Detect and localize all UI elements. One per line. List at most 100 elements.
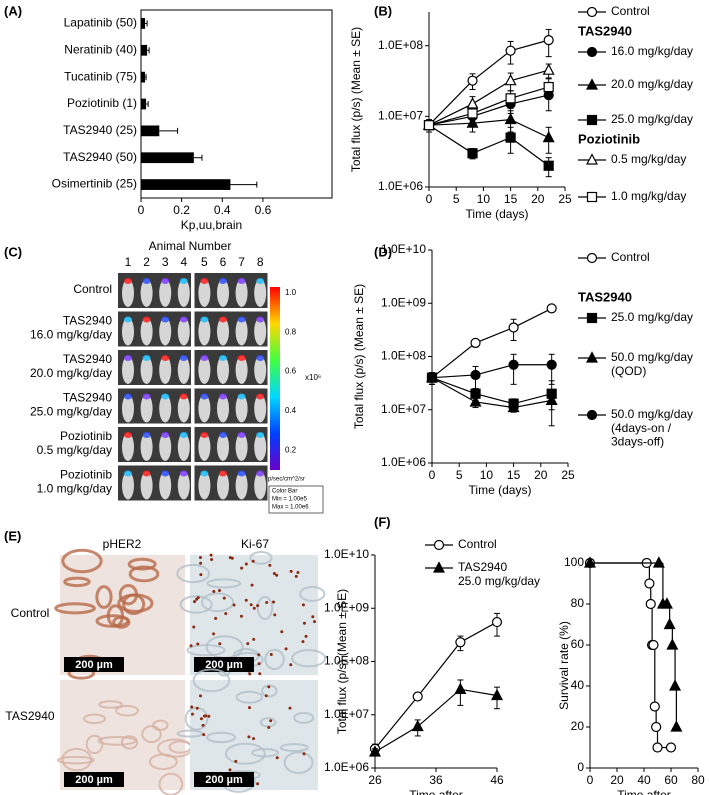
line	[428, 124, 550, 167]
stain-dot	[196, 642, 200, 646]
mouse	[198, 356, 211, 384]
stain-dot	[302, 621, 306, 625]
signal	[179, 432, 188, 438]
marker	[508, 322, 519, 333]
stain-dot	[222, 596, 226, 600]
tissue	[176, 729, 204, 738]
legend-group: TAS2940	[578, 289, 632, 304]
colorbar-tick-label: 0.6	[285, 367, 297, 376]
error-bar	[193, 154, 203, 161]
line	[374, 621, 498, 750]
signal	[237, 432, 246, 438]
marker	[469, 395, 482, 407]
panel-label: (C)	[4, 244, 22, 259]
legend-label: 25.0 mg/kg/day	[611, 310, 693, 324]
stain-dot	[190, 712, 194, 716]
legend-label: 1.0 mg/kg/day	[611, 189, 686, 203]
mouse	[235, 317, 248, 346]
x-tick-label: 10	[480, 468, 494, 482]
y-tick-label: 60	[571, 637, 585, 651]
legend-label: 16.0 mg/kg/day	[611, 44, 693, 58]
tissue	[148, 753, 178, 770]
stain-dot	[212, 589, 216, 593]
tissue	[54, 602, 96, 615]
stain-dot	[193, 600, 197, 604]
marker	[651, 721, 662, 733]
marker	[652, 556, 665, 568]
stain-dot	[296, 570, 300, 574]
marker	[586, 153, 598, 165]
tissue	[206, 731, 237, 744]
mouse	[254, 471, 267, 500]
scale-bar-bg	[64, 772, 124, 787]
mouse	[159, 317, 172, 346]
marker	[546, 303, 557, 314]
signal	[200, 432, 209, 438]
signal	[200, 470, 209, 477]
bar	[141, 44, 148, 56]
marker	[466, 116, 479, 128]
tissue	[279, 743, 309, 752]
mouse	[159, 433, 172, 461]
mouse	[159, 356, 172, 384]
animal-number: 2	[143, 255, 150, 269]
stain-dot	[234, 759, 238, 763]
x-axis-label: Kp,uu,brain	[181, 218, 242, 232]
histology-image	[60, 680, 185, 790]
mouse	[177, 317, 190, 346]
y-tick-label: TAS2940 (50)	[63, 150, 137, 164]
stain-dot	[304, 634, 308, 638]
tissue	[186, 644, 226, 657]
x-tick-label: 0.6	[255, 203, 272, 217]
y-axis-label: Survival rate (%)	[557, 621, 571, 710]
marker	[467, 148, 478, 159]
c-header: Animal Number	[149, 239, 232, 253]
marker	[586, 409, 598, 421]
marker	[586, 46, 598, 58]
signal	[256, 355, 265, 361]
marker	[648, 639, 659, 651]
stain-dot	[257, 653, 261, 657]
line	[428, 94, 549, 126]
colorbar	[270, 287, 280, 470]
y-tick-label: 1.0E+10	[381, 242, 426, 256]
mouse	[122, 471, 134, 500]
stain-dot	[224, 612, 228, 616]
tissue	[224, 742, 266, 765]
stain-dot	[248, 706, 252, 710]
mouse	[217, 433, 229, 461]
marker	[670, 720, 683, 732]
line	[428, 39, 549, 126]
signal	[219, 355, 227, 361]
x-tick-label: 5	[456, 468, 463, 482]
tissue	[56, 755, 95, 765]
stain-dot	[247, 735, 251, 739]
tissue	[115, 704, 139, 717]
tissue	[283, 751, 314, 774]
bar	[141, 125, 160, 137]
stain-dot	[249, 603, 253, 607]
x-tick-label: 15	[504, 192, 518, 206]
signal	[142, 278, 151, 284]
mouse	[217, 279, 229, 307]
tissue	[176, 563, 211, 584]
stain-dot	[248, 672, 252, 676]
mouse	[122, 356, 134, 384]
row-label: TAS2940	[5, 709, 54, 723]
y-tick-label: 80	[571, 596, 585, 610]
signal	[219, 470, 227, 477]
y-tick-label: 1.0E+08	[381, 349, 426, 363]
y-tick-label: Neratinib (40)	[64, 42, 137, 56]
bar	[141, 18, 146, 29]
mouse	[159, 279, 172, 307]
signal	[237, 355, 246, 361]
row-label: TAS2940 20.0 mg/kg/day	[30, 352, 112, 380]
mouse	[254, 394, 267, 423]
panel-label: (E)	[4, 528, 21, 543]
mouse	[177, 433, 190, 461]
mouse	[177, 394, 190, 423]
colorbar-info: Max = 1.00e6	[272, 505, 309, 511]
colorbar-info: Min = 1.00e5	[272, 497, 308, 503]
line	[374, 688, 498, 753]
signal	[161, 355, 170, 361]
